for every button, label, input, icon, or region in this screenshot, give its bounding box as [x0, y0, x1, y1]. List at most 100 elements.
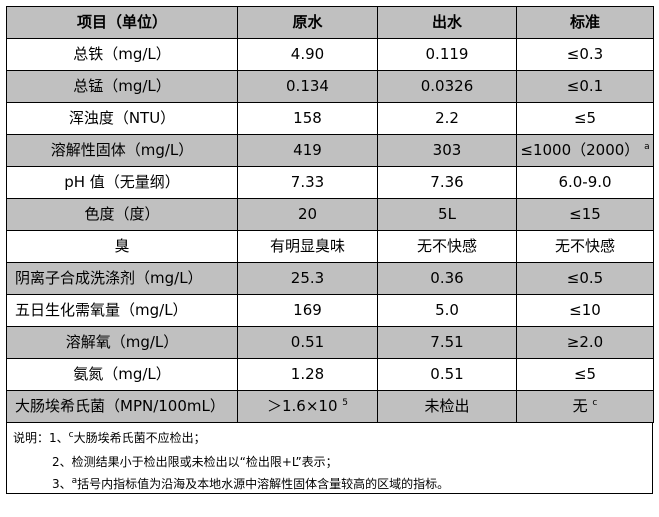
cell-standard: ≤10 — [516, 294, 654, 327]
cell-item-text: 总铁（mg/L） — [73, 45, 171, 63]
cell-raw-water: 4.90 — [237, 38, 378, 71]
cell-item: 总铁（mg/L） — [6, 38, 238, 71]
note-1-superscript: c — [68, 430, 74, 440]
cell-outlet-water-text: 7.51 — [430, 333, 464, 351]
cell-raw-water-text: 4.90 — [290, 45, 325, 63]
cell-outlet-water-text: 2.2 — [435, 109, 459, 127]
cell-standard: ≤5 — [516, 358, 654, 391]
cell-raw-water-text: 有明显臭味 — [269, 237, 345, 255]
cell-standard: ≤0.3 — [516, 38, 654, 71]
cell-standard-text: ≤0.5 — [566, 269, 604, 287]
cell-item: 总锰（mg/L） — [6, 70, 238, 103]
cell-raw-water: 169 — [237, 294, 378, 327]
cell-outlet-water: 2.2 — [377, 102, 517, 135]
cell-raw-water-text: 1.28 — [290, 365, 325, 383]
cell-item-text: 总锰（mg/L） — [73, 77, 171, 95]
cell-standard: ≤0.1 — [516, 70, 654, 103]
table-row: 浑浊度（NTU） 158 2.2 ≤5 — [6, 102, 654, 135]
table-row: 氨氮（mg/L） 1.28 0.51 ≤5 — [6, 358, 654, 391]
table-row: 臭 有明显臭味 无不快感 无不快感 — [6, 230, 654, 263]
cell-raw-water-text: 419 — [293, 141, 322, 159]
cell-raw-water: 25.3 — [237, 262, 378, 295]
note-3-text: 括号内指标值为沿海及本地水源中溶解性固体含量较高的区域的指标。 — [77, 477, 450, 491]
cell-outlet-water: 无不快感 — [377, 230, 517, 263]
cell-raw-water-text: 7.33 — [290, 173, 325, 191]
cell-raw-water-text: 158 — [293, 109, 322, 127]
table-row: 大肠埃希氏菌（MPN/100mL） ＞1.6×10 5 未检出 无 c — [6, 390, 654, 423]
cell-standard-text: ≤15 — [569, 205, 601, 223]
cell-outlet-water: 303 — [377, 134, 517, 167]
cell-raw-water-superscript: 5 — [342, 398, 349, 408]
notes-box: 说明：1、c大肠埃希氏菌不应检出； 2、检测结果小于检出限或未检出以“检出限+L… — [6, 423, 653, 494]
cell-outlet-water: 0.119 — [377, 38, 517, 71]
cell-raw-water-text: 20 — [297, 205, 318, 223]
cell-item: 色度（度） — [6, 198, 238, 231]
cell-raw-water-text: 0.134 — [286, 77, 329, 95]
cell-item: 溶解性固体（mg/L） — [6, 134, 238, 167]
cell-outlet-water-text: 未检出 — [424, 397, 470, 415]
note-3-superscript: a — [71, 476, 78, 486]
cell-standard-text: 无不快感 — [554, 237, 615, 255]
cell-item-text: 氨氮（mg/L） — [73, 365, 171, 383]
header-raw-water: 原水 — [237, 6, 378, 39]
cell-raw-water-text: 25.3 — [290, 269, 325, 287]
cell-standard-text: 6.0-9.0 — [558, 173, 612, 191]
note-1: 说明：1、c大肠埃希氏菌不应检出； — [13, 429, 206, 446]
cell-item: 溶解氧（mg/L） — [6, 326, 238, 359]
cell-raw-water: ＞1.6×10 5 — [237, 390, 378, 423]
header-item: 项目（单位） — [6, 6, 238, 39]
cell-standard-text: ≤5 — [573, 109, 597, 127]
cell-item-text: 溶解性固体（mg/L） — [50, 141, 194, 159]
cell-item: 臭 — [6, 230, 238, 263]
cell-standard: 无 c — [516, 390, 654, 423]
note-3-prefix: 3、 — [52, 477, 72, 491]
cell-outlet-water-text: 0.119 — [425, 45, 469, 63]
cell-standard-text: ≤0.3 — [566, 45, 604, 63]
cell-item: pH 值（无量纲） — [6, 166, 238, 199]
table-row: 总铁（mg/L） 4.90 0.119 ≤0.3 — [6, 38, 654, 71]
cell-standard-text: ≥2.0 — [566, 333, 604, 351]
cell-outlet-water: 0.51 — [377, 358, 517, 391]
cell-outlet-water-text: 303 — [432, 141, 462, 159]
cell-standard-superscript: c — [592, 398, 598, 408]
cell-outlet-water-text: 5.0 — [435, 301, 459, 319]
cell-standard: 无不快感 — [516, 230, 654, 263]
cell-item-text: 臭 — [114, 237, 130, 255]
cell-standard-text: ≤1000（2000） — [520, 141, 640, 159]
cell-item: 阴离子合成洗涤剂（mg/L） — [6, 262, 238, 295]
table-row: pH 值（无量纲） 7.33 7.36 6.0-9.0 — [6, 166, 654, 199]
note-1-text: 大肠埃希氏菌不应检出； — [73, 431, 206, 445]
cell-outlet-water: 7.51 — [377, 326, 517, 359]
cell-raw-water: 有明显臭味 — [237, 230, 378, 263]
cell-raw-water: 0.134 — [237, 70, 378, 103]
note-1-prefix: 说明：1、 — [13, 431, 69, 445]
cell-outlet-water-text: 0.0326 — [420, 77, 474, 95]
header-outlet-water: 出水 — [377, 6, 517, 39]
header-row: 项目（单位） 原水 出水 标准 — [6, 6, 654, 39]
cell-outlet-water: 0.36 — [377, 262, 517, 295]
note-3: 3、a括号内指标值为沿海及本地水源中溶解性固体含量较高的区域的指标。 — [52, 475, 449, 492]
table-body: 总铁（mg/L） 4.90 0.119 ≤0.3 总锰（mg/L） 0.134 0.0326… — [6, 38, 654, 423]
cell-outlet-water-text: 5L — [438, 205, 456, 223]
cell-standard: ≤1000（2000） a — [516, 134, 654, 167]
cell-raw-water-text: 169 — [293, 301, 322, 319]
cell-standard: ≥2.0 — [516, 326, 654, 359]
cell-outlet-water: 未检出 — [377, 390, 517, 423]
header-standard: 标准 — [516, 6, 654, 39]
cell-item: 大肠埃希氏菌（MPN/100mL） — [6, 390, 238, 423]
cell-item-text: pH 值（无量纲） — [64, 173, 180, 191]
cell-raw-water: 158 — [237, 102, 378, 135]
cell-raw-water-text: ＞1.6×10 — [266, 397, 338, 415]
cell-raw-water: 1.28 — [237, 358, 378, 391]
cell-outlet-water: 7.36 — [377, 166, 517, 199]
cell-item-text: 色度（度） — [84, 205, 160, 223]
table-row: 色度（度） 20 5L ≤15 — [6, 198, 654, 231]
table-row: 溶解氧（mg/L） 0.51 7.51 ≥2.0 — [6, 326, 654, 359]
cell-standard-superscript: a — [644, 142, 650, 152]
table-row: 溶解性固体（mg/L） 419 303 ≤1000（2000） a — [6, 134, 654, 167]
cell-outlet-water-text: 无不快感 — [416, 237, 477, 255]
water-quality-table: 项目（单位） 原水 出水 标准 总铁（mg/L） 4.90 0.119 ≤0.3 总锰（… — [6, 6, 654, 423]
cell-outlet-water: 5.0 — [377, 294, 517, 327]
cell-raw-water: 20 — [237, 198, 378, 231]
water-quality-table-container: 项目（单位） 原水 出水 标准 总铁（mg/L） 4.90 0.119 ≤0.3 总锰（… — [6, 6, 654, 494]
